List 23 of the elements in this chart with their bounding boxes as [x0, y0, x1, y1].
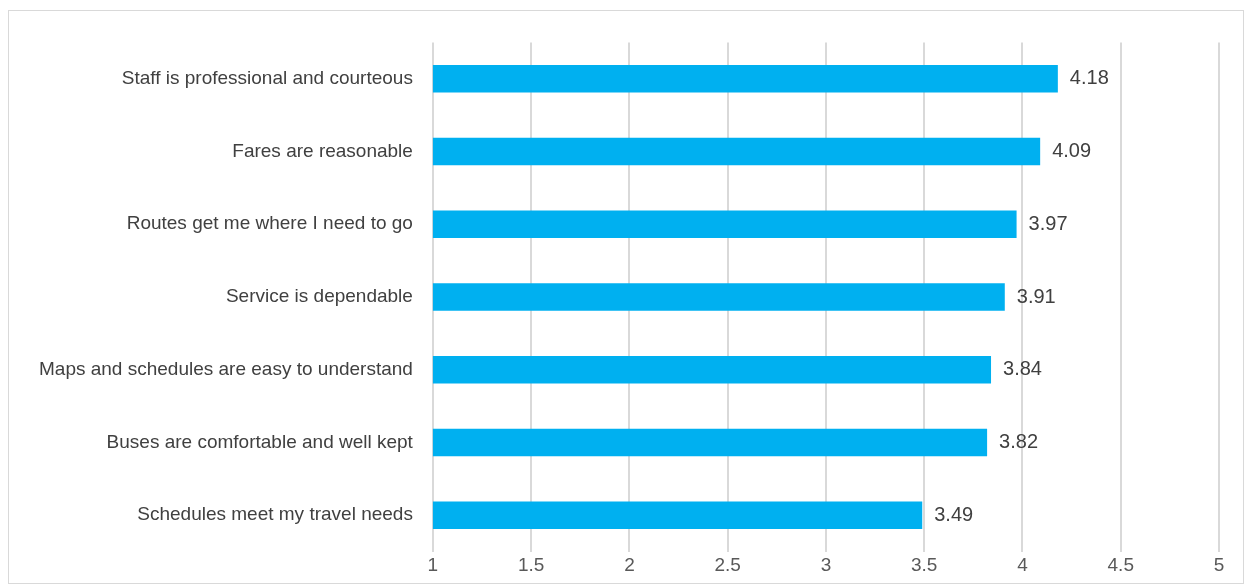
x-tick-label: 2 [624, 554, 635, 576]
x-tick-label: 4 [1017, 554, 1029, 576]
y-tick-label: Staff is professional and courteous [121, 67, 413, 89]
y-tick-label: Schedules meet my travel needs [137, 503, 413, 525]
data-label: 3.84 [1003, 357, 1042, 380]
y-tick-label: Maps and schedules are easy to understand [39, 357, 413, 379]
x-tick-label: 1.5 [517, 554, 545, 576]
y-tick-label: Routes get me where I need to go [126, 212, 413, 234]
data-label: 3.49 [934, 502, 974, 525]
data-label: 4.18 [1069, 66, 1109, 89]
data-label: 3.97 [1028, 211, 1068, 234]
x-tick-label: 5 [1213, 554, 1225, 576]
x-tick-label: 3.5 [911, 554, 938, 576]
x-tick-label: 4.5 [1107, 554, 1134, 576]
y-tick-label: Service is dependable [225, 285, 413, 307]
data-label: 4.09 [1052, 139, 1092, 162]
y-tick-label: Buses are comfortable and well kept [106, 430, 414, 452]
x-tick-label: 1 [427, 554, 439, 576]
data-label: 3.82 [999, 430, 1039, 452]
data-label: 3.91 [1016, 284, 1056, 307]
x-tick-label: 3 [820, 554, 832, 576]
y-tick-label: Fares are reasonable [232, 139, 413, 161]
x-tick-label: 2.5 [714, 554, 741, 576]
